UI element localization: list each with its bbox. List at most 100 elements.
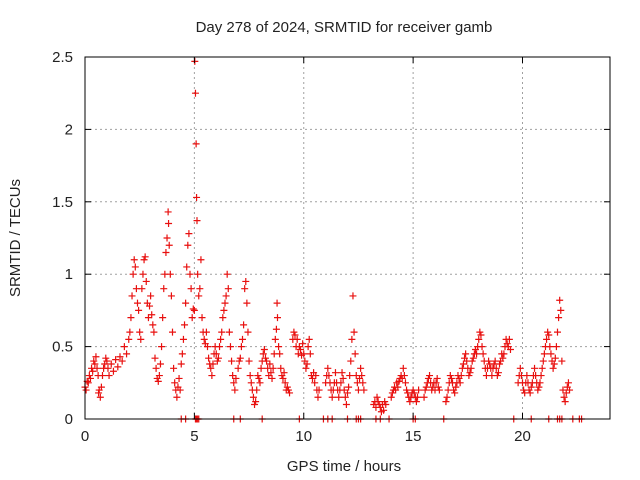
data-point	[279, 374, 287, 382]
data-point	[358, 372, 366, 380]
data-point	[156, 360, 164, 368]
data-point	[302, 364, 310, 372]
data-point	[214, 354, 222, 362]
data-point	[86, 374, 94, 382]
data-point	[554, 328, 561, 336]
data-point	[324, 364, 332, 372]
data-point	[539, 357, 547, 365]
data-point	[185, 230, 193, 238]
data-point	[552, 343, 560, 351]
data-point	[536, 379, 544, 387]
data-point	[167, 292, 175, 300]
data-point	[134, 299, 141, 307]
data-point	[414, 393, 421, 401]
data-point	[506, 345, 514, 353]
x-tick-label: 0	[81, 428, 89, 445]
axis-ticks: 0 5 10 15 20 0 0.5 1 1.5 2 2.5	[52, 49, 610, 445]
data-point	[350, 328, 358, 336]
data-point	[114, 363, 122, 371]
data-point	[325, 372, 333, 380]
data-point	[373, 393, 381, 401]
data-point	[456, 379, 464, 387]
data-point	[236, 354, 244, 362]
data-point	[182, 299, 190, 307]
data-point	[244, 328, 252, 336]
data-point	[328, 393, 336, 401]
data-point	[176, 386, 184, 394]
data-point	[155, 372, 163, 380]
data-point	[556, 296, 564, 304]
data-point	[163, 234, 171, 242]
data-point	[223, 270, 231, 278]
data-point	[218, 328, 226, 336]
data-point	[120, 343, 128, 351]
data-point	[196, 285, 204, 293]
data-point	[192, 140, 200, 148]
data-point	[109, 367, 117, 375]
data-point	[209, 360, 217, 368]
data-point	[546, 343, 554, 351]
data-point	[190, 306, 198, 314]
data-point	[412, 398, 420, 406]
data-point	[273, 299, 281, 307]
data-point	[207, 364, 215, 372]
data-point	[93, 364, 101, 372]
data-point	[137, 335, 145, 343]
data-point	[237, 343, 245, 351]
data-point	[187, 285, 195, 293]
data-point	[193, 217, 201, 225]
x-tick-label: 5	[190, 428, 198, 445]
data-point	[92, 353, 100, 361]
data-point	[129, 270, 137, 278]
data-point	[169, 328, 176, 336]
data-point	[204, 343, 211, 351]
data-point	[97, 383, 105, 391]
data-point	[280, 369, 288, 377]
data-point	[359, 379, 367, 387]
data-point	[457, 372, 465, 380]
data-point	[160, 285, 168, 293]
data-point	[139, 270, 147, 278]
data-point	[234, 364, 242, 372]
data-point	[341, 393, 349, 401]
data-point	[547, 350, 555, 358]
data-point	[492, 364, 500, 372]
data-point	[535, 383, 543, 391]
data-point	[103, 357, 111, 365]
data-point	[240, 321, 248, 329]
data-point	[149, 321, 157, 329]
data-point	[165, 220, 173, 228]
data-point	[107, 360, 115, 368]
data-point	[202, 328, 210, 336]
data-point	[347, 357, 355, 365]
data-point	[162, 248, 170, 256]
data-point	[84, 379, 92, 387]
data-point	[452, 383, 460, 391]
data-point	[136, 328, 144, 336]
data-point	[305, 335, 313, 343]
data-point	[500, 350, 508, 358]
data-point	[360, 386, 368, 394]
data-point	[208, 372, 216, 380]
data-point	[469, 354, 477, 362]
data-point	[394, 383, 402, 391]
data-point	[351, 350, 359, 358]
data-point	[193, 193, 201, 201]
data-point	[342, 401, 350, 409]
data-point	[442, 398, 450, 406]
data-point	[281, 379, 289, 387]
data-point	[443, 393, 451, 401]
data-point	[540, 350, 548, 358]
data-point	[152, 364, 160, 372]
data-point	[300, 350, 308, 358]
data-point	[558, 357, 566, 365]
data-point	[447, 374, 455, 382]
data-point	[228, 357, 236, 365]
data-point	[382, 401, 390, 409]
data-point	[222, 292, 230, 300]
data-point	[560, 393, 568, 401]
data-point	[475, 335, 483, 343]
data-point	[125, 335, 133, 343]
data-point	[255, 374, 263, 382]
data-point	[557, 306, 565, 314]
